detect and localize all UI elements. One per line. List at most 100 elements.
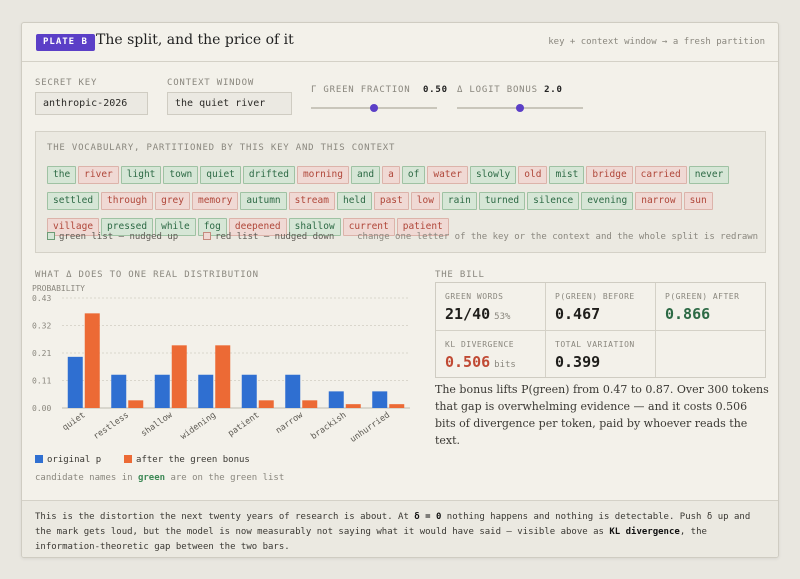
vocab-token: sun <box>683 192 713 210</box>
bar-original <box>285 374 301 408</box>
gamma-value: 0.50 <box>422 85 448 95</box>
x-tick-label: shallow <box>139 410 175 439</box>
x-tick-label: unhurried <box>349 410 392 445</box>
page-title: The split, and the price of it <box>96 32 294 48</box>
y-tick-label: 0.21 <box>32 349 51 358</box>
vocab-token: fog <box>197 218 227 236</box>
chart-note: candidate names in green are on the gree… <box>35 473 284 483</box>
vocab-token: memory <box>191 192 239 210</box>
kl-value: 0.506 <box>445 353 491 371</box>
vocab-token: slowly <box>469 166 517 184</box>
bar-original <box>111 374 127 408</box>
tv-label: TOTAL VARIATION <box>555 340 635 349</box>
vocab-token: narrow <box>635 192 682 210</box>
vocab-token: of <box>401 166 426 184</box>
gamma-label: Γ GREEN FRACTION 0.50 <box>311 85 448 95</box>
vocabulary-heading: THE VOCABULARY, PARTITIONED BY THIS KEY … <box>47 143 396 153</box>
vocabulary-legend: green list — nudged up red list — nudged… <box>47 232 758 242</box>
vocab-token: stream <box>288 192 335 210</box>
x-tick-label: restless <box>92 410 131 442</box>
bar-after-bonus <box>258 400 274 408</box>
pgreen-before-label: P(GREEN) BEFORE <box>555 292 635 301</box>
delta-label-text: Δ LOGIT BONUS <box>457 85 538 95</box>
legend-green-text: green list — nudged up <box>59 232 179 242</box>
chart-legend: original p after the green bonus <box>35 455 250 465</box>
distribution-chart: PROBABILITY 0.00 0.11 0.21 0.32 0.43 quiet rest… <box>32 284 410 445</box>
plate-badge: PLATE B <box>36 34 95 51</box>
vocab-token: rain <box>441 192 477 210</box>
green-words-value: 21/40 53% <box>445 305 510 323</box>
bar-original <box>198 374 214 408</box>
chart-note-post: are on the green list <box>165 473 285 483</box>
legend-series-2: after the green bonus <box>136 455 250 465</box>
x-tick-label: brackish <box>309 410 348 442</box>
pgreen-after-cell: P(GREEN) AFTER 0.866 <box>656 283 765 331</box>
bill-note: The bonus lifts P(green) from 0.47 to 0.… <box>435 383 769 447</box>
bar-after-bonus <box>128 400 144 408</box>
vocab-token: current <box>342 218 395 236</box>
x-tick-label: narrow <box>274 410 306 436</box>
bar-after-bonus <box>84 313 100 408</box>
y-tick-label: 0.11 <box>32 377 51 386</box>
bar-original <box>372 391 388 408</box>
delta-slider-handle[interactable] <box>516 104 524 112</box>
header-note: key + context window → a fresh partition <box>548 37 765 47</box>
vocab-token: autumn <box>240 192 287 210</box>
gamma-slider-handle[interactable] <box>370 104 378 112</box>
x-tick-label: widening <box>179 410 218 442</box>
vocab-token: evening <box>581 192 634 210</box>
vocab-token: settled <box>47 192 100 210</box>
kl-label: KL DIVERGENCE <box>445 340 515 349</box>
vocab-token: patient <box>396 218 449 236</box>
context-window-input[interactable]: the quiet river <box>167 92 292 115</box>
vocab-token: low <box>410 192 440 210</box>
vocab-token: the <box>47 166 77 184</box>
y-axis-label: PROBABILITY <box>32 284 85 293</box>
tv-value: 0.399 <box>555 353 601 371</box>
vocab-token: old <box>518 166 548 184</box>
footer-part-1: This is the distortion the next twenty y… <box>35 512 415 522</box>
card-header: PLATE B The split, and the price of it k… <box>22 23 778 62</box>
bar-original <box>328 391 344 408</box>
vocab-token: a <box>382 166 400 184</box>
vocab-token: carried <box>634 166 687 184</box>
bar-after-bonus <box>171 345 187 408</box>
vocabulary-panel: THE VOCABULARY, PARTITIONED BY THIS KEY … <box>35 131 766 253</box>
y-tick-label: 0.32 <box>32 322 51 331</box>
vocab-token: deepened <box>228 218 287 236</box>
pgreen-after-label: P(GREEN) AFTER <box>665 292 740 301</box>
bar-after-bonus <box>302 400 318 408</box>
vocab-token: grey <box>155 192 190 210</box>
plate-card: PLATE B The split, and the price of it k… <box>21 22 779 558</box>
x-tick-label: patient <box>226 410 261 439</box>
bonus-swatch-icon <box>124 455 133 463</box>
kl-value-row: 0.506 bits <box>445 353 516 371</box>
gamma-label-text: Γ GREEN FRACTION <box>311 85 411 95</box>
gamma-slider[interactable] <box>311 104 437 112</box>
bill-heading: THE BILL <box>435 270 485 280</box>
bill-table: GREEN WORDS 21/40 53% P(GREEN) BEFORE 0.4… <box>435 282 766 378</box>
green-words-cell: GREEN WORDS 21/40 53% <box>436 283 546 331</box>
vocab-token: pressed <box>101 218 154 236</box>
pgreen-after-value: 0.866 <box>665 305 711 323</box>
token-list: the river light town quiet drifted morning and a… <box>47 162 759 240</box>
vocab-token: turned <box>478 192 526 210</box>
secret-key-input[interactable]: anthropic-2026 <box>35 92 148 115</box>
green-words-pct: 53% <box>494 312 511 322</box>
x-tick-label: quiet <box>61 410 88 433</box>
vocab-token: silence <box>527 192 580 210</box>
vocab-token: never <box>688 166 730 184</box>
context-window-label: CONTEXT WINDOW <box>167 78 255 88</box>
vocab-token: quiet <box>200 166 241 184</box>
tv-cell: TOTAL VARIATION 0.399 <box>546 331 656 377</box>
bar-after-bonus <box>389 404 405 408</box>
bar-after-bonus <box>215 345 231 408</box>
vocab-token: town <box>163 166 199 184</box>
kl-cell: KL DIVERGENCE 0.506 bits <box>436 331 546 377</box>
secret-key-label: SECRET KEY <box>35 78 98 88</box>
original-swatch-icon <box>35 455 43 463</box>
legend-red-text: red list — nudged down <box>215 232 335 242</box>
y-tick-label: 0.43 <box>32 294 51 303</box>
delta-slider[interactable] <box>457 104 583 112</box>
footer: This is the distortion the next twenty y… <box>22 500 778 557</box>
